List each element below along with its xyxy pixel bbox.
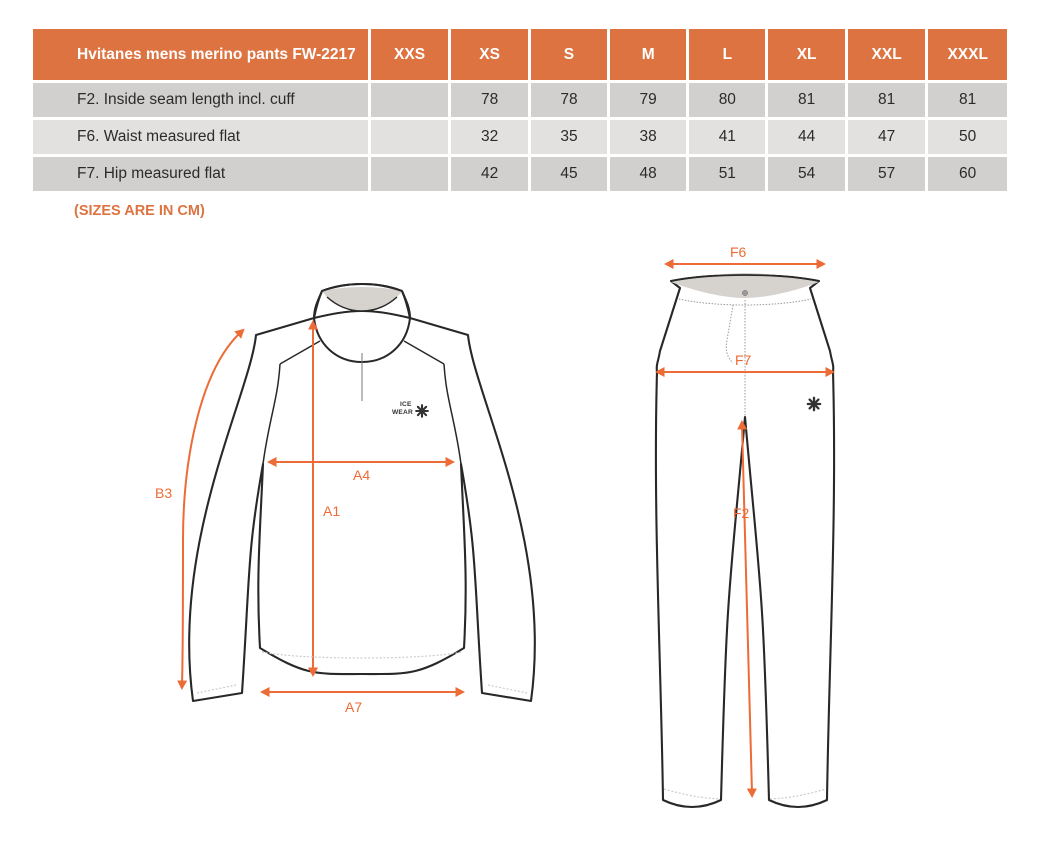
svg-text:F6: F6 (730, 244, 747, 260)
svg-text:WEAR: WEAR (392, 409, 413, 416)
svg-text:ICE: ICE (400, 401, 412, 408)
svg-text:A1: A1 (323, 503, 340, 519)
svg-text:A7: A7 (345, 699, 362, 715)
svg-text:B3: B3 (155, 485, 172, 501)
svg-text:F2: F2 (733, 505, 750, 521)
svg-text:A4: A4 (353, 467, 370, 483)
svg-text:F7: F7 (735, 352, 752, 368)
